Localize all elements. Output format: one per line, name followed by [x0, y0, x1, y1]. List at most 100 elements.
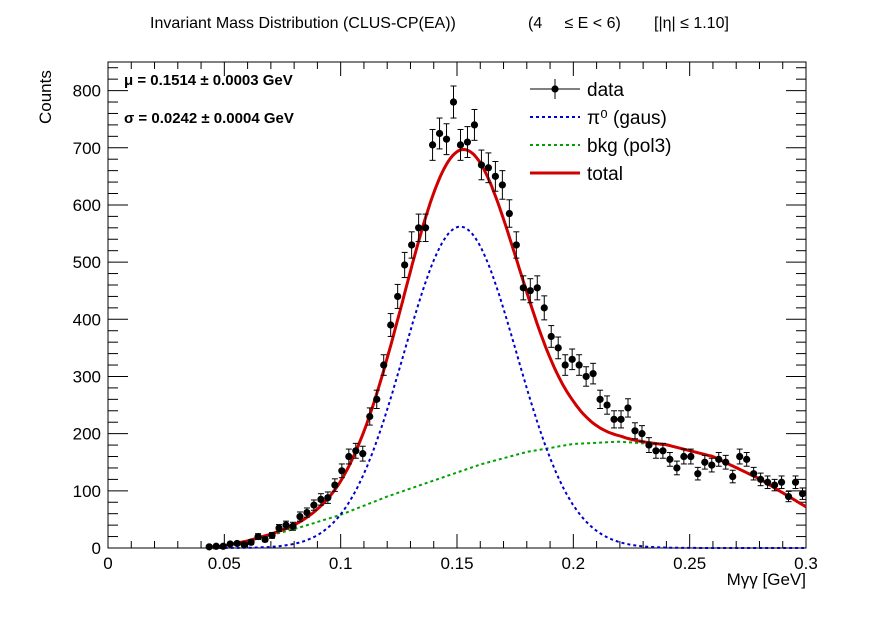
data-point [777, 478, 786, 486]
data-point [240, 540, 248, 549]
data-point [233, 539, 241, 548]
data-point [547, 332, 555, 341]
signal-fit-curve [212, 225, 806, 549]
axis-ticks [107, 62, 807, 549]
data-point [449, 98, 458, 106]
data-point [338, 467, 346, 475]
data-point [603, 401, 611, 409]
data-point [666, 455, 674, 463]
data-point [638, 430, 646, 438]
data-point [715, 455, 723, 463]
y-axis-label: Counts [36, 70, 55, 124]
data-point [708, 461, 716, 469]
data-point [743, 455, 751, 463]
data-point [687, 452, 695, 461]
data-point [568, 355, 576, 363]
data-point [352, 447, 360, 455]
data-point [791, 478, 800, 486]
x-tick-labels: 0 0.05 0.1 0.15 0.2 0.25 0.3 [103, 554, 818, 573]
data-point [456, 141, 465, 149]
x-tick-label: 0.25 [673, 554, 706, 573]
data-point [261, 535, 269, 544]
data-point [554, 344, 562, 352]
data-point [526, 287, 534, 295]
y-tick-label: 300 [73, 367, 101, 386]
x-tick-label: 0.15 [440, 554, 473, 573]
data-point [784, 492, 793, 501]
data-point [387, 321, 395, 329]
data-point [289, 522, 297, 530]
x-tick-label: 0.1 [329, 554, 353, 573]
data-point [680, 452, 688, 461]
data-point [282, 521, 290, 529]
y-tick-label: 500 [73, 253, 101, 272]
data-point [205, 543, 213, 551]
data-point [498, 181, 506, 189]
x-tick-label: 0.3 [794, 554, 818, 573]
data-point [770, 481, 779, 489]
data-point [722, 458, 730, 466]
data-point [401, 261, 409, 269]
chart-title: Invariant Mass Distribution (CLUS-CP(EA)… [150, 15, 456, 32]
legend-data-label: data [587, 80, 624, 101]
data-point [701, 458, 709, 466]
data-point [324, 494, 332, 502]
data-point [645, 441, 653, 449]
data-point [303, 508, 311, 517]
data-point [359, 450, 367, 458]
data-point [729, 472, 737, 481]
data-point [247, 538, 255, 546]
legend-signal-label: π⁰ (gaus) [587, 108, 667, 129]
legend-total-label: total [587, 164, 623, 185]
plot-frame [107, 61, 807, 549]
x-tick-label: 0.05 [208, 554, 241, 573]
data-point [484, 164, 493, 172]
data-point [519, 284, 527, 292]
data-point [575, 361, 583, 369]
y-tick-label: 700 [73, 139, 101, 158]
legend-bkg-label: bkg (pol3) [587, 136, 672, 157]
data-point [596, 395, 604, 403]
data-point [219, 542, 227, 550]
data-point [589, 370, 597, 378]
data-point [470, 121, 479, 129]
data-point [694, 470, 702, 478]
y-tick-label: 100 [73, 482, 101, 501]
data-point [317, 495, 325, 503]
data-point [408, 241, 416, 249]
data-point [736, 452, 744, 461]
data-point [659, 447, 667, 455]
data-point [582, 372, 590, 381]
data-point [366, 412, 374, 421]
mu-parameter: μ = 0.1514 ± 0.0003 GeV [124, 72, 293, 89]
data-point [617, 415, 625, 423]
chart-title-eta-range: [|η| ≤ 1.10] [654, 15, 729, 32]
y-tick-label: 800 [73, 82, 101, 101]
data-point [610, 415, 618, 423]
data-point [345, 452, 353, 461]
data-point [798, 490, 807, 498]
data-point [226, 540, 234, 548]
data-point [275, 524, 283, 532]
data-point [533, 284, 541, 292]
data-point [268, 531, 276, 540]
data-point [310, 501, 318, 509]
chart-title-energy-range: (4 ≤ E < 6) [528, 15, 621, 32]
y-tick-label: 600 [73, 196, 101, 215]
y-tick-label: 0 [92, 539, 101, 558]
data-point [561, 361, 569, 369]
data-point [624, 404, 632, 412]
y-tick-labels: 0 100 200 300 400 500 600 700 800 [73, 82, 101, 558]
data-point [477, 161, 486, 169]
x-tick-label: 0.2 [562, 554, 586, 573]
data-point [757, 475, 765, 483]
data-point [652, 447, 660, 455]
data-point [750, 470, 758, 478]
data-point [673, 464, 681, 472]
data-point [421, 224, 430, 232]
data-point [435, 129, 444, 138]
x-tick-label: 0 [103, 554, 112, 573]
data-point [296, 512, 304, 521]
legend: data π⁰ (gaus) bkg (pol3) total [530, 79, 672, 185]
